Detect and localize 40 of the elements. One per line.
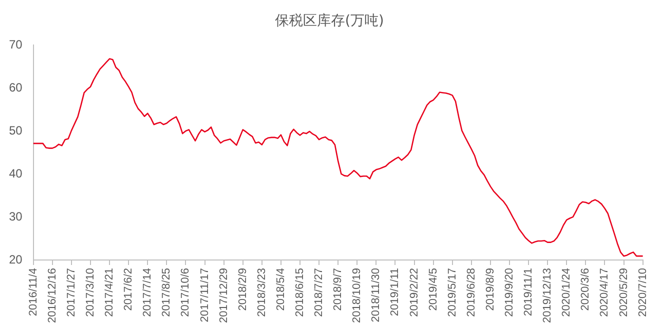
x-tick-label: 2020/1/24 — [560, 268, 573, 317]
x-tick-label: 2017/1/27 — [65, 268, 78, 317]
x-tick-label: 2020/7/10 — [636, 268, 649, 317]
x-tick-label: 2019/12/13 — [542, 268, 554, 324]
x-tick-label: 2017/7/14 — [142, 268, 154, 317]
x-tick-label: 2019/4/5 — [427, 268, 440, 311]
x-tick-label: 2017/4/21 — [104, 268, 116, 317]
x-tick-label: 2019/2/22 — [408, 268, 420, 317]
x-tick-label: 2017/11/17 — [198, 268, 211, 322]
x-tick-label: 2019/1/11 — [389, 268, 402, 316]
x-tick-label: 2016/11/4 — [27, 268, 40, 316]
y-tick-label: 60 — [8, 80, 23, 94]
y-tick-label: 30 — [8, 209, 23, 224]
x-tick-label: 2020/5/29 — [618, 268, 630, 317]
x-tick-label: 2017/8/25 — [160, 268, 173, 317]
chart-title: 保税区库存(万吨) — [274, 12, 385, 30]
x-tick-label: 2019/5/17 — [446, 268, 458, 317]
x-tick-label: 2018/2/9 — [236, 268, 249, 311]
x-tick-label: 2019/9/20 — [504, 268, 516, 317]
x-tick-label: 2019/8/9 — [484, 268, 496, 311]
x-tick-label: 2019/11/1 — [522, 268, 535, 316]
x-tick-label: 2017/6/2 — [122, 268, 135, 311]
x-tick-label: 2016/12/16 — [46, 268, 58, 324]
y-tick-label: 50 — [8, 123, 23, 138]
x-tick-label: 2018/9/7 — [332, 268, 344, 311]
x-tick-label: 2020/4/17 — [598, 268, 611, 317]
x-tick-label: 2018/7/27 — [313, 268, 326, 317]
x-tick-label: 2017/12/29 — [218, 268, 230, 324]
x-tick-label: 2018/6/15 — [294, 268, 306, 317]
y-tick-label: 40 — [8, 166, 23, 180]
y-tick-label: 20 — [8, 252, 23, 266]
y-tick-label: 70 — [8, 37, 23, 52]
x-tick-label: 2018/3/23 — [256, 268, 268, 317]
x-tick-label: 2019/6/28 — [465, 268, 478, 317]
x-tick-label: 2017/10/6 — [180, 268, 192, 317]
x-tick-label: 2018/5/4 — [274, 268, 287, 311]
x-tick-label: 2018/10/19 — [351, 268, 364, 324]
x-tick-label: 2017/3/10 — [84, 268, 97, 317]
x-tick-label: 2018/11/30 — [370, 268, 382, 322]
x-tick-label: 2020/3/6 — [580, 268, 592, 311]
